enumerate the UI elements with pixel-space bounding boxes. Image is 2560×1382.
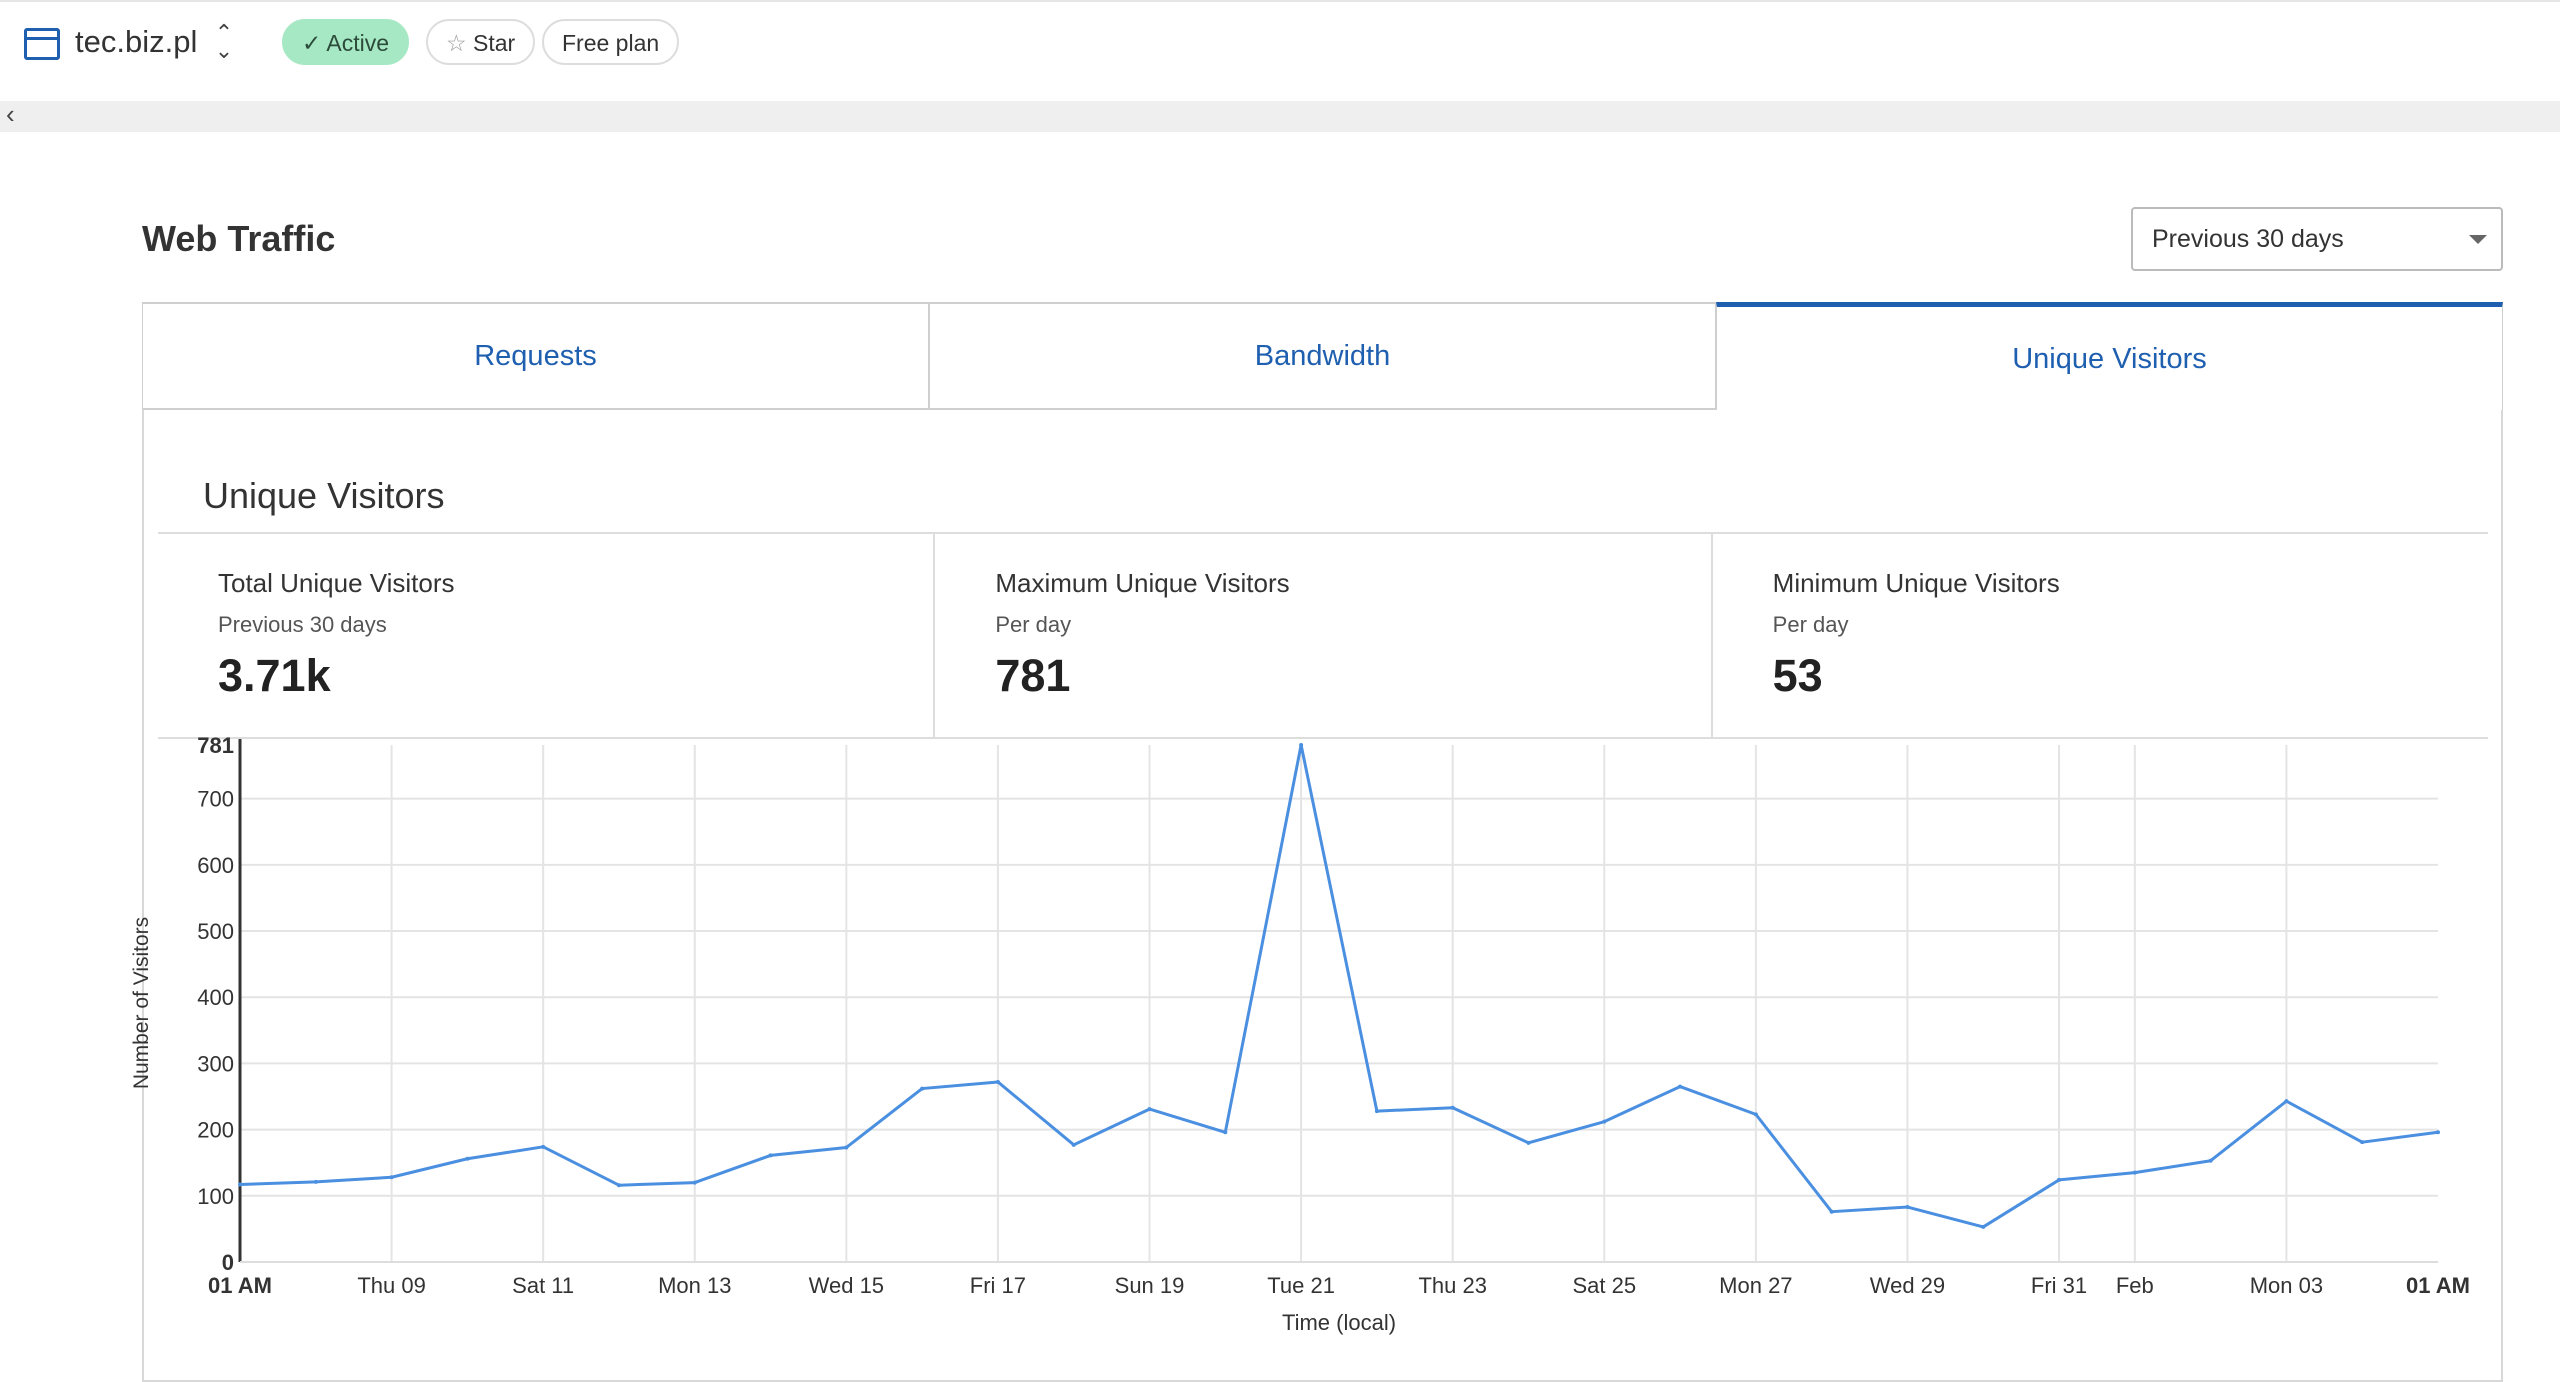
data-point — [238, 1182, 242, 1187]
data-point — [616, 1183, 621, 1188]
data-point — [313, 1179, 318, 1184]
data-point — [2057, 1177, 2062, 1182]
caret-down-icon — [2469, 235, 2487, 244]
data-point — [389, 1175, 394, 1180]
traffic-tabs: Requests Bandwidth Unique Visitors — [142, 302, 2503, 410]
tab-requests[interactable]: Requests — [142, 302, 929, 410]
browser-window-icon — [24, 28, 60, 60]
x-tick-label: Fri 31 — [2031, 1273, 2087, 1298]
plan-badge[interactable]: Free plan — [542, 19, 680, 65]
data-point — [1829, 1209, 1834, 1214]
data-point — [1905, 1205, 1910, 1210]
stat-minimum: Minimum Unique Visitors Per day 53 — [1710, 534, 2488, 737]
x-tick-label: Tue 21 — [1267, 1273, 1335, 1298]
data-point — [1753, 1112, 1758, 1117]
top-bar: tec.biz.pl ⌃ ⌄ ✓ Active ☆ Star Free plan — [0, 0, 2560, 100]
stat-maximum: Maximum Unique Visitors Per day 781 — [933, 534, 1710, 737]
data-point — [2284, 1099, 2289, 1104]
data-point — [692, 1180, 697, 1185]
chevron-left-icon[interactable]: ‹ — [6, 99, 15, 129]
data-point — [1374, 1109, 1379, 1114]
y-tick-label: 400 — [197, 985, 234, 1010]
data-point — [2360, 1140, 2365, 1145]
data-point — [465, 1156, 470, 1161]
y-tick-label: 0 — [222, 1250, 234, 1275]
y-tick-label: 781 — [197, 733, 234, 758]
data-point — [541, 1144, 546, 1149]
section-title: Unique Visitors — [203, 475, 445, 516]
stat-total: Total Unique Visitors Previous 30 days 3.7… — [218, 568, 455, 701]
star-icon: ☆ — [446, 30, 474, 56]
x-tick-label: 01 AM — [2406, 1273, 2470, 1298]
data-point — [1602, 1119, 1607, 1124]
visitors-line — [239, 743, 2439, 1229]
data-point — [995, 1079, 1000, 1084]
check-icon: ✓ — [302, 30, 327, 56]
site-name[interactable]: tec.biz.pl — [75, 24, 198, 59]
x-tick-label: Fri 17 — [970, 1273, 1026, 1298]
x-tick-label: Sun 19 — [1115, 1273, 1185, 1298]
x-axis-title: Time (local) — [1282, 1310, 1396, 1335]
y-tick-label: 300 — [197, 1051, 234, 1076]
y-tick-label: 700 — [197, 787, 234, 812]
y-tick-label: 100 — [197, 1184, 234, 1209]
data-point — [1678, 1084, 1683, 1089]
tab-bandwidth[interactable]: Bandwidth — [929, 302, 1716, 410]
y-tick-label: 200 — [197, 1118, 234, 1143]
data-point — [2208, 1158, 2213, 1163]
star-button[interactable]: ☆ Star — [426, 19, 536, 65]
data-point — [1450, 1105, 1455, 1110]
collapse-bar: ‹ — [0, 99, 2560, 132]
chevron-up-down-icon[interactable]: ⌃ ⌄ — [214, 20, 234, 63]
data-point — [1223, 1130, 1228, 1135]
data-point — [1526, 1140, 1531, 1145]
x-tick-label: 01 AM — [208, 1273, 272, 1298]
x-tick-label: Sat 11 — [512, 1273, 574, 1298]
data-point — [844, 1145, 849, 1150]
data-point — [1071, 1142, 1076, 1147]
tab-unique-visitors[interactable]: Unique Visitors — [1716, 302, 2503, 410]
x-tick-label: Thu 23 — [1418, 1273, 1487, 1298]
data-point — [1981, 1224, 1986, 1229]
data-point — [1299, 743, 1304, 747]
x-tick-label: Mon 03 — [2250, 1273, 2323, 1298]
stats-row: Total Unique Visitors Previous 30 days 3.7… — [158, 532, 2488, 739]
y-tick-label: 500 — [197, 919, 234, 944]
data-point — [920, 1086, 925, 1091]
data-point — [1147, 1107, 1152, 1112]
y-axis-title: Number of Visitors — [130, 917, 153, 1089]
x-tick-label: Wed 15 — [809, 1273, 884, 1298]
status-badge: ✓ Active — [282, 19, 410, 65]
data-point — [2436, 1130, 2440, 1135]
y-tick-label: 600 — [197, 853, 234, 878]
x-tick-label: Wed 29 — [1870, 1273, 1945, 1298]
x-tick-label: Mon 13 — [658, 1273, 731, 1298]
x-tick-label: Mon 27 — [1719, 1273, 1792, 1298]
time-range-select[interactable]: Previous 30 days — [2131, 207, 2503, 271]
x-tick-label: Feb — [2116, 1273, 2154, 1298]
x-tick-label: Sat 25 — [1572, 1273, 1636, 1298]
x-tick-label: Thu 09 — [357, 1273, 426, 1298]
page-title: Web Traffic — [142, 218, 336, 259]
data-point — [768, 1153, 773, 1158]
data-point — [2132, 1170, 2137, 1175]
